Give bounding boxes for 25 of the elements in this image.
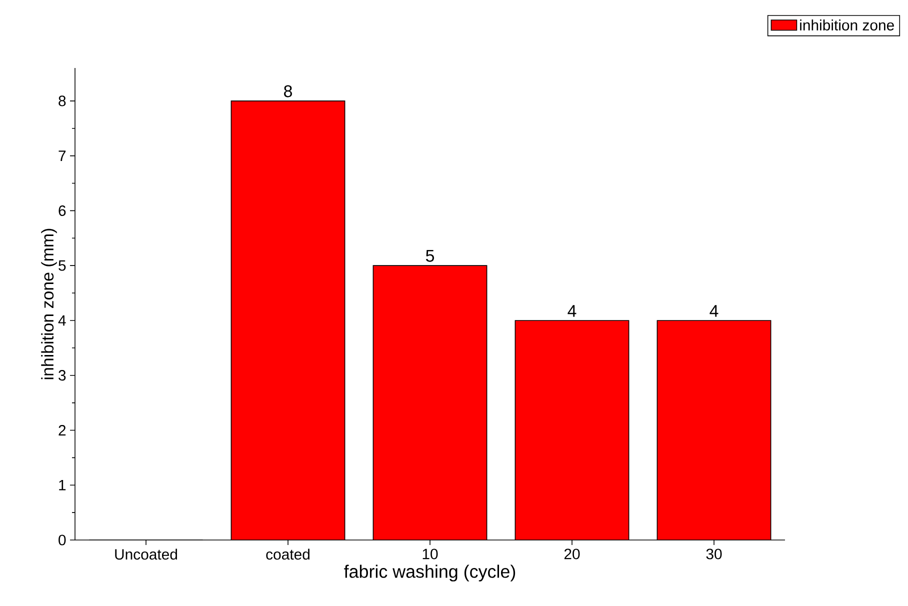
y-tick-label: 0	[58, 534, 66, 546]
x-tick-label: coated	[266, 548, 310, 560]
data-label: 4	[710, 305, 718, 317]
y-tick-label: 1	[59, 480, 66, 490]
x-tick-label: Uncoated	[115, 548, 178, 560]
y-tick-label: 3	[58, 370, 66, 381]
bar	[231, 100, 345, 540]
y-tick-label: 7	[58, 150, 66, 161]
legend-label: inhibition zone	[800, 20, 894, 30]
y-tick-label: 6	[58, 205, 66, 216]
y-tick-label: 8	[58, 96, 66, 106]
x-axis-title: fabric washing (cycle)	[344, 564, 516, 582]
x-tick-label: 20	[564, 548, 580, 560]
data-label: 4	[568, 305, 576, 317]
bar	[656, 320, 772, 540]
data-label: 8	[284, 85, 292, 98]
bar	[515, 320, 629, 540]
x-tick-label: 10	[422, 548, 438, 560]
y-tick-label: 4	[58, 315, 66, 326]
y-axis-title: inhibition zone (mm)	[41, 228, 57, 380]
y-tick-label: 2	[58, 425, 66, 436]
x-tick-label: 30	[706, 548, 722, 560]
bar	[373, 266, 487, 540]
y-tick-label: 5	[58, 260, 66, 271]
data-label: 5	[426, 250, 434, 262]
